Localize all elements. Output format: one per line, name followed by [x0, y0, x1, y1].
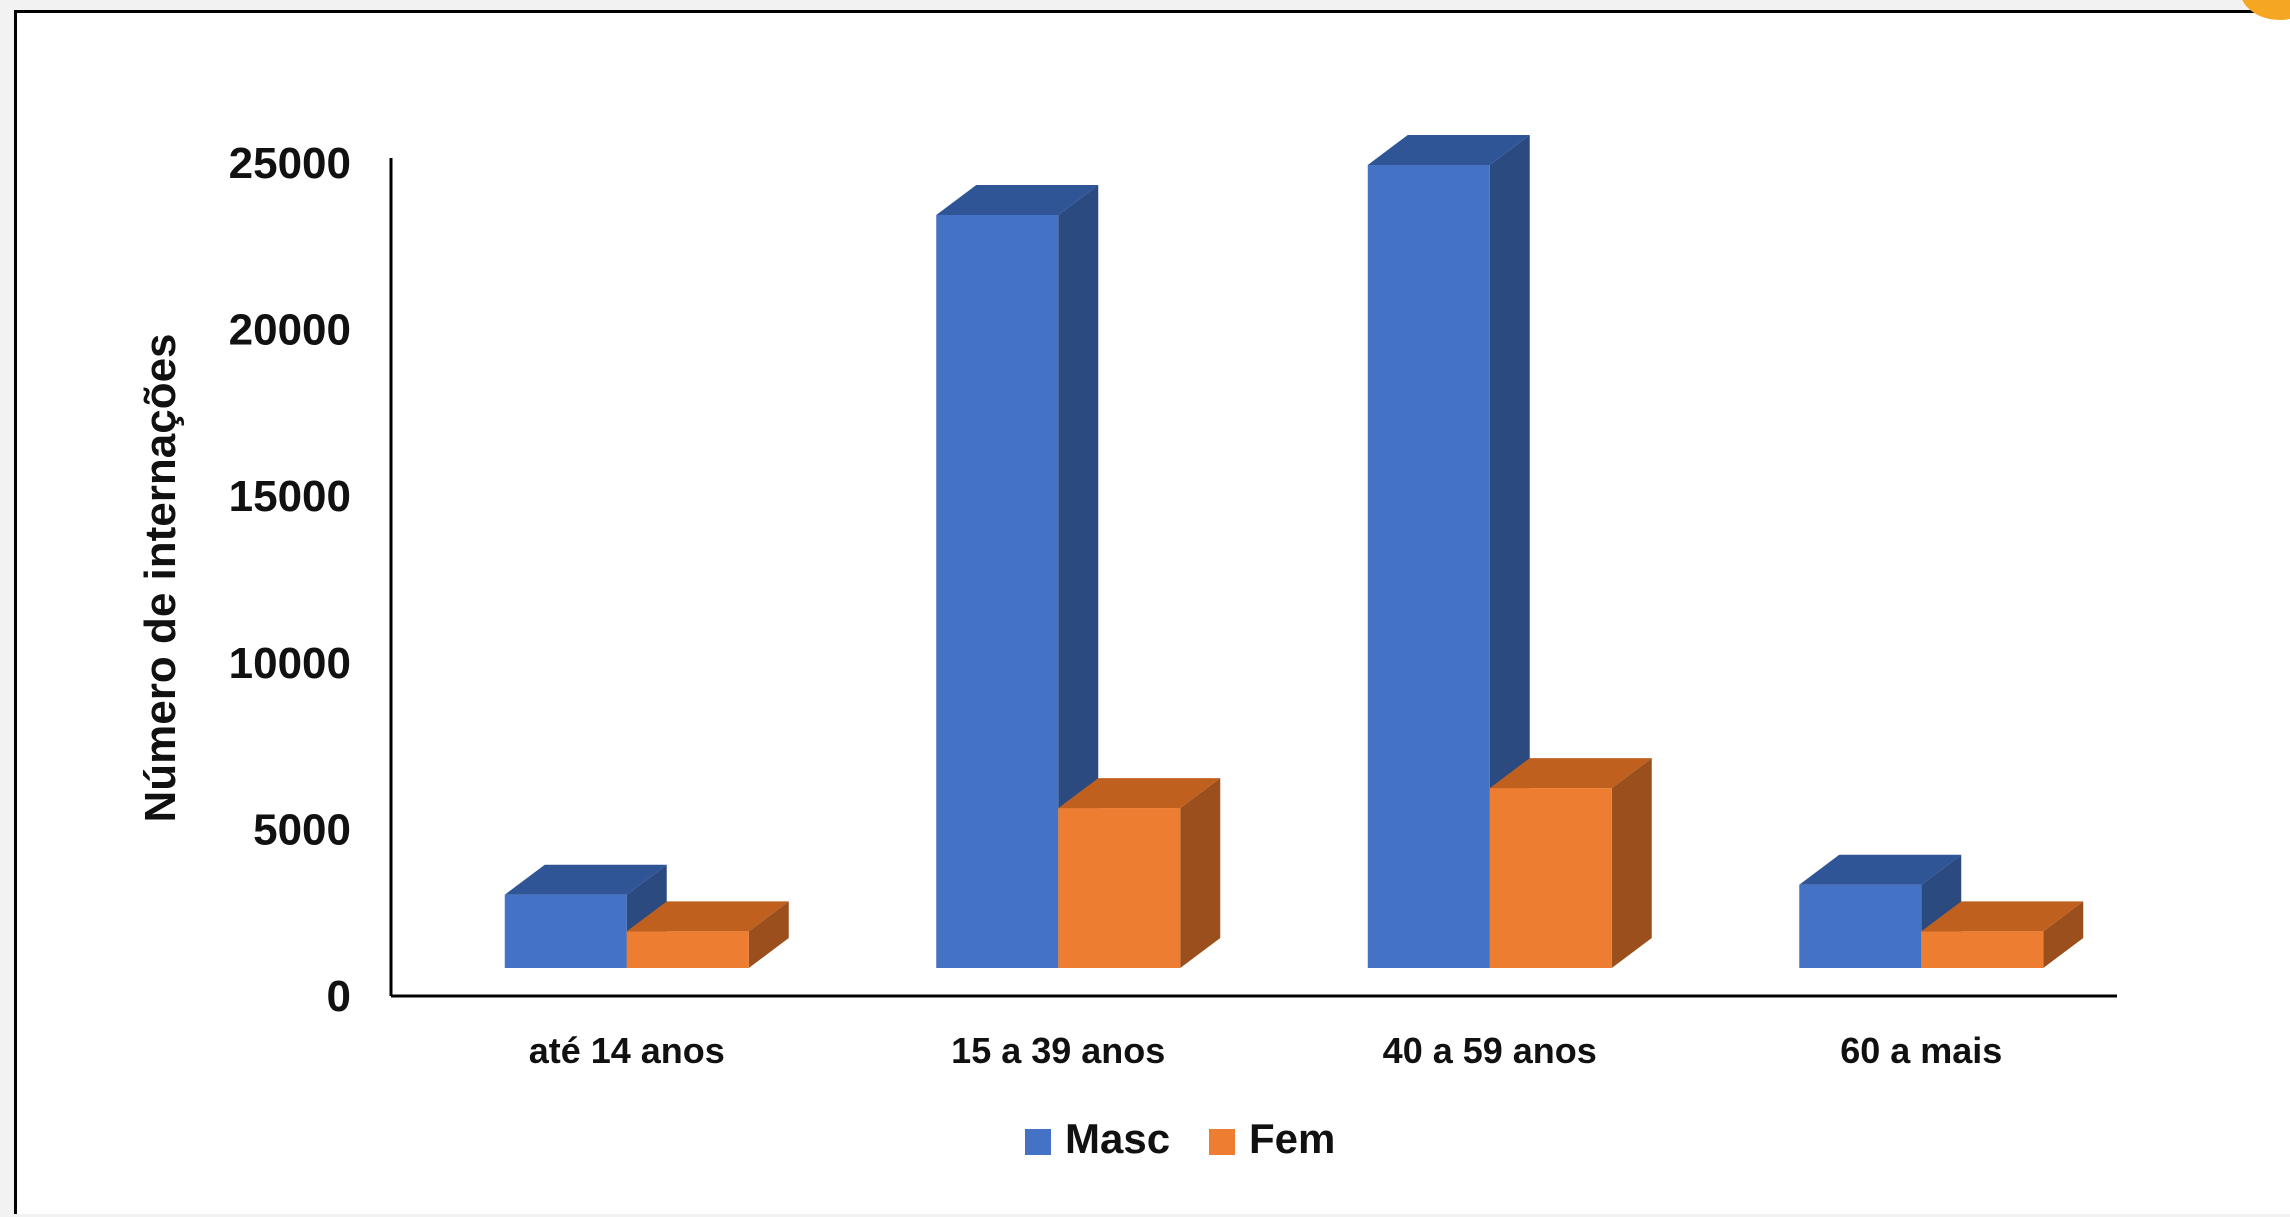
y-tick-label: 20000: [229, 306, 351, 355]
legend-label-masc: Masc: [1065, 1115, 1170, 1162]
y-axis-ticks: 0 5000 10000 15000 20000 25000: [229, 139, 351, 1021]
bar-front: [626, 931, 749, 968]
bar-top: [1799, 854, 1962, 885]
bar-side: [1058, 184, 1099, 968]
bar-side: [1611, 758, 1652, 968]
bar-top: [626, 901, 789, 932]
bar-top: [936, 184, 1099, 215]
x-axis-labels: até 14 anos 15 a 39 anos 40 a 59 anos 60 a …: [529, 1030, 2003, 1071]
chart: 0 5000 10000 15000 20000 25000 até 14 anos 15 …: [136, 134, 2117, 1162]
y-tick-label: 10000: [229, 639, 351, 688]
bar-side: [748, 901, 789, 968]
legend: Masc Fem: [1025, 1115, 1335, 1162]
bar-front: [1367, 164, 1490, 968]
bar-masc: [1367, 134, 1530, 968]
bar-side: [2043, 901, 2084, 968]
bar-top: [504, 864, 667, 895]
bar-side: [1489, 134, 1530, 968]
bar-side: [1180, 778, 1221, 968]
bar-fem: [1921, 901, 2084, 968]
bar-front: [1489, 788, 1612, 968]
bar-front: [1799, 884, 1922, 968]
bar-front: [1058, 808, 1181, 968]
x-tick-label: 15 a 39 anos: [951, 1030, 1165, 1071]
x-tick-label: até 14 anos: [529, 1030, 725, 1071]
bar-top: [1367, 134, 1530, 165]
bar-masc: [936, 184, 1099, 968]
bar-top: [1921, 901, 2084, 932]
y-tick-label: 5000: [253, 805, 351, 854]
bar-front: [936, 214, 1059, 968]
legend-label-fem: Fem: [1249, 1115, 1335, 1162]
bar-top: [1489, 758, 1652, 789]
y-tick-label: 0: [327, 972, 351, 1021]
bar-fem: [626, 901, 789, 968]
x-tick-label: 40 a 59 anos: [1383, 1030, 1597, 1071]
bar-front: [1921, 931, 2044, 968]
y-tick-label: 15000: [229, 472, 351, 521]
axes: [389, 158, 2117, 998]
x-tick-label: 60 a mais: [1840, 1030, 2002, 1071]
bar-front: [504, 894, 627, 968]
legend-swatch-fem: [1209, 1129, 1235, 1155]
bar-top: [1058, 778, 1221, 809]
legend-swatch-masc: [1025, 1129, 1051, 1155]
bar-fem: [1489, 758, 1652, 968]
chart-frame: 0 5000 10000 15000 20000 25000 até 14 anos 15 …: [14, 10, 2290, 1214]
y-axis-title: Número de internações: [136, 333, 185, 822]
bars: [504, 134, 2084, 968]
bar-fem: [1058, 778, 1221, 968]
y-tick-label: 25000: [229, 139, 351, 188]
